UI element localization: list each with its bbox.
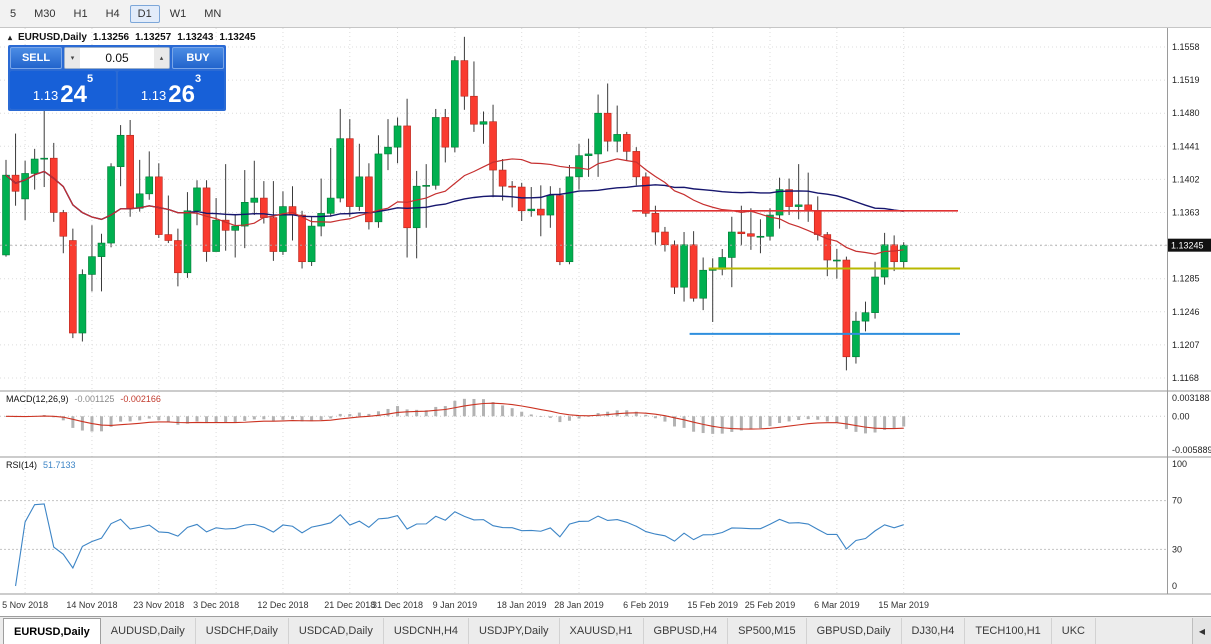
- buy-price-sup: 3: [194, 73, 202, 85]
- svg-text:1.13245: 1.13245: [1171, 241, 1204, 251]
- svg-text:100: 100: [1172, 459, 1187, 469]
- svg-text:1.1402: 1.1402: [1172, 174, 1200, 184]
- chart-tab-ukc[interactable]: UKC: [1052, 618, 1096, 644]
- svg-text:1.1363: 1.1363: [1172, 208, 1200, 218]
- svg-text:0.00: 0.00: [1172, 411, 1190, 421]
- chart-symbol-period: EURUSD,Daily: [18, 32, 87, 43]
- svg-text:1.1168: 1.1168: [1172, 373, 1199, 383]
- svg-text:9 Jan 2019: 9 Jan 2019: [433, 600, 478, 610]
- buy-price-display[interactable]: 1.13 26 3: [118, 71, 224, 109]
- ohlc-high: 1.13257: [135, 32, 172, 43]
- sell-price-display[interactable]: 1.13 24 5: [10, 71, 116, 109]
- chart-tab-gbpusd-h4[interactable]: GBPUSD,H4: [644, 618, 729, 644]
- chart-header: ▴ EURUSD,Daily 1.13256 1.13257 1.13243 1…: [8, 32, 256, 43]
- macd-title: MACD(12,26,9): [6, 394, 69, 404]
- svg-text:0: 0: [1172, 581, 1177, 591]
- svg-text:0.003188: 0.003188: [1172, 393, 1210, 403]
- chart-tab-xauusd-h1[interactable]: XAUUSD,H1: [560, 618, 644, 644]
- bottom-tabs-list: EURUSD,Daily AUDUSD,Daily USDCHF,Daily USDC…: [3, 618, 1096, 644]
- chart-tab-tech100-h1[interactable]: TECH100,H1: [965, 618, 1052, 644]
- macd-signal-value: -0.002166: [120, 394, 161, 404]
- chart-tab-usdcnh-h4[interactable]: USDCNH,H4: [384, 618, 470, 644]
- svg-text:15 Feb 2019: 15 Feb 2019: [687, 600, 738, 610]
- chart-tab-audusd-daily[interactable]: AUDUSD,Daily: [101, 618, 196, 644]
- svg-text:1.1285: 1.1285: [1172, 274, 1200, 284]
- svg-text:1.1246: 1.1246: [1172, 307, 1200, 317]
- sell-price-sup: 5: [86, 73, 94, 85]
- chart-tab-usdchf-daily[interactable]: USDCHF,Daily: [196, 618, 289, 644]
- svg-text:12 Dec 2018: 12 Dec 2018: [257, 600, 308, 610]
- chart-tab-dj30-h4[interactable]: DJ30,H4: [902, 618, 966, 644]
- rsi-indicator-header: RSI(14) 51.7133: [6, 460, 76, 470]
- svg-text:6 Feb 2019: 6 Feb 2019: [623, 600, 669, 610]
- macd-indicator-header: MACD(12,26,9) -0.001125 -0.002166: [6, 394, 161, 404]
- buy-price-big: 26: [168, 80, 195, 108]
- svg-text:5 Nov 2018: 5 Nov 2018: [2, 600, 48, 610]
- one-click-trading-panel: SELL ▾ 0.05 ▴ BUY 1.13 24 5 1.13 26 3: [8, 45, 226, 111]
- tabs-scroll-left-button[interactable]: ◀: [1192, 618, 1211, 644]
- svg-text:30: 30: [1172, 544, 1182, 554]
- sell-button[interactable]: SELL: [10, 47, 62, 69]
- ohlc-open: 1.13256: [92, 32, 130, 43]
- bottom-tabs: EURUSD,Daily AUDUSD,Daily USDCHF,Daily USDC…: [0, 616, 1211, 644]
- svg-text:3 Dec 2018: 3 Dec 2018: [193, 600, 239, 610]
- chart-tab-eurusd-daily[interactable]: EURUSD,Daily: [3, 618, 101, 644]
- svg-text:18 Jan 2019: 18 Jan 2019: [497, 600, 547, 610]
- sell-price-prefix: 1.13: [32, 88, 59, 103]
- macd-main-value: -0.001125: [74, 394, 115, 404]
- svg-text:14 Nov 2018: 14 Nov 2018: [66, 600, 117, 610]
- svg-text:1.1480: 1.1480: [1172, 108, 1200, 118]
- svg-text:25 Feb 2019: 25 Feb 2019: [745, 600, 796, 610]
- svg-text:1.1441: 1.1441: [1172, 141, 1200, 151]
- timeframe-h4[interactable]: H4: [105, 7, 120, 20]
- chart-window: 1.1558 1.1519 1.1480 1.1441 1.1402 1.1363 1.13…: [0, 28, 1211, 616]
- sell-price-big: 24: [60, 80, 87, 108]
- buy-button[interactable]: BUY: [172, 47, 224, 69]
- svg-text:28 Jan 2019: 28 Jan 2019: [554, 600, 604, 610]
- chart-tab-usdcad-daily[interactable]: USDCAD,Daily: [289, 618, 384, 644]
- timeframe-h1[interactable]: H1: [73, 7, 88, 20]
- ohlc-close: 1.13245: [219, 32, 256, 43]
- svg-text:-0.005889: -0.005889: [1172, 445, 1211, 455]
- timeframe-5[interactable]: 5: [10, 7, 17, 20]
- timeframe-d1[interactable]: D1: [129, 4, 160, 23]
- collapse-arrow-icon[interactable]: ▴: [8, 32, 13, 42]
- timeframe-w1[interactable]: W1: [169, 7, 187, 20]
- svg-text:1.1207: 1.1207: [1172, 340, 1200, 350]
- chart-tab-gbpusd-daily[interactable]: GBPUSD,Daily: [807, 618, 902, 644]
- svg-text:1.1558: 1.1558: [1172, 42, 1200, 52]
- timeframe-toolbar: 5 M30 H1 H4 D1 W1 MN: [0, 0, 1211, 28]
- chart-canvas[interactable]: 1.1558 1.1519 1.1480 1.1441 1.1402 1.1363 1.13…: [0, 28, 1211, 616]
- rsi-title: RSI(14): [6, 460, 38, 470]
- volume-spinner: ▾ 0.05 ▴: [64, 47, 170, 69]
- tabs-scroll-left-icon: ◀: [1198, 626, 1206, 636]
- svg-text:21 Dec 2018: 21 Dec 2018: [324, 600, 375, 610]
- volume-input[interactable]: 0.05: [105, 51, 129, 65]
- ohlc-low: 1.13243: [177, 32, 214, 43]
- svg-text:23 Nov 2018: 23 Nov 2018: [133, 600, 184, 610]
- svg-text:15 Mar 2019: 15 Mar 2019: [878, 600, 929, 610]
- svg-text:6 Mar 2019: 6 Mar 2019: [814, 600, 860, 610]
- svg-text:31 Dec 2018: 31 Dec 2018: [372, 600, 423, 610]
- svg-text:70: 70: [1172, 496, 1182, 506]
- buy-price-prefix: 1.13: [140, 88, 167, 103]
- volume-increase-button[interactable]: ▴: [154, 48, 169, 68]
- timeframe-mn[interactable]: MN: [204, 7, 222, 20]
- chart-tab-usdjpy-daily[interactable]: USDJPY,Daily: [469, 618, 560, 644]
- volume-decrease-button[interactable]: ▾: [65, 48, 80, 68]
- rsi-value: 51.7133: [43, 460, 76, 470]
- svg-text:1.1519: 1.1519: [1172, 75, 1200, 85]
- chart-tab-sp500-m15[interactable]: SP500,M15: [728, 618, 807, 644]
- timeframe-m30[interactable]: M30: [34, 7, 56, 20]
